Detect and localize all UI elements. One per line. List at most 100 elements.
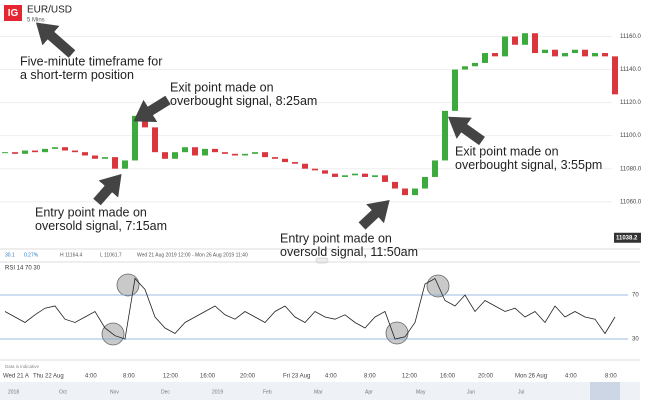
arrow — [35, 22, 76, 58]
candle — [272, 157, 278, 159]
annotation: oversold signal, 11:50am — [280, 245, 418, 259]
candle — [362, 173, 368, 177]
candle — [322, 170, 328, 174]
x-tick-label: 20:00 — [240, 374, 256, 380]
x-tick-label: Thu 22 Aug — [33, 374, 64, 380]
candle — [2, 152, 8, 154]
candle — [612, 56, 618, 95]
candle — [372, 175, 378, 177]
y-tick-label: 11060.0 — [620, 199, 642, 205]
x-tick-label: 4:00 — [565, 374, 577, 380]
y-tick-label: 11140.0 — [620, 67, 641, 73]
candle — [112, 157, 118, 169]
info-item: 30.1 — [5, 252, 15, 258]
candle — [142, 115, 148, 128]
last-price-box — [614, 232, 641, 243]
candle — [42, 148, 48, 153]
annotation: overbought signal, 8:25am — [170, 94, 317, 108]
candle — [92, 155, 98, 159]
navigator-label: Apr — [365, 389, 373, 395]
symbol: EUR/USD — [27, 5, 72, 16]
candle — [72, 150, 78, 153]
y-tick-label: 70 — [632, 293, 639, 299]
candle — [502, 36, 508, 57]
y-tick-label: 30 — [632, 337, 639, 343]
navigator-window — [590, 382, 620, 400]
chart-marks: 11160.0 11140.0 11120.0 11100.0 11080.0 11060… — [0, 33, 642, 395]
x-tick-label: 12:00 — [402, 374, 418, 380]
arrow — [358, 200, 390, 230]
disclaimer: Data is indicative — [5, 364, 40, 369]
candle — [342, 175, 348, 177]
navigator-label: Mar — [314, 389, 323, 395]
x-tick-label: Mon 26 Aug — [515, 374, 547, 380]
logo-box — [4, 5, 22, 21]
x-tick-label: 8:00 — [123, 374, 135, 380]
candle — [152, 127, 158, 153]
candle — [422, 176, 428, 189]
x-tick-label: Wed 21 A — [3, 374, 29, 380]
candle — [412, 188, 418, 196]
logo: IG — [8, 8, 19, 19]
candle — [242, 153, 248, 156]
indicator-title: RSI 14 70 30 — [5, 266, 41, 272]
rsi-line — [4, 277, 616, 340]
navigator-label: 2018 — [8, 389, 19, 395]
candle — [222, 152, 228, 154]
y-tick-label: 11080.0 — [620, 166, 642, 172]
candle — [292, 162, 298, 164]
candle — [32, 150, 38, 153]
candle — [212, 148, 218, 153]
annotation: Exit point made on — [455, 144, 559, 158]
candle — [22, 150, 28, 154]
candle — [182, 147, 188, 153]
candle — [12, 152, 18, 154]
x-tick-label: Fri 23 Aug — [283, 374, 310, 380]
candle — [532, 33, 538, 54]
info-item: Wed 21 Aug 2019 12:00 - Mon 26 Aug 2019 … — [137, 252, 248, 258]
annotation: Five-minute timeframe for — [20, 54, 162, 68]
navigator-label: Jun — [467, 389, 475, 395]
candle — [572, 49, 578, 54]
candle — [382, 175, 388, 182]
candle — [262, 152, 268, 158]
candle — [582, 49, 588, 57]
candle — [52, 147, 58, 149]
navigator-label: Dec — [161, 389, 170, 395]
annotation: a short-term position — [20, 68, 134, 82]
highlight-circle — [385, 321, 409, 345]
candle — [282, 158, 288, 163]
candle — [492, 53, 498, 57]
annotation: Exit point made on — [170, 80, 274, 94]
x-tick-label: 20:00 — [478, 374, 494, 380]
timeframe: 5 Mins — [27, 18, 45, 24]
navigator-label: Feb — [263, 389, 272, 395]
navigator-label: May — [416, 389, 426, 395]
candle — [542, 49, 548, 54]
arrows — [35, 22, 485, 230]
y-tick-label: 11160.0 — [620, 34, 641, 40]
y-tick-label: 11100.0 — [620, 133, 641, 139]
candle — [522, 33, 528, 45]
candle — [512, 36, 518, 45]
x-tick-label: 16:00 — [200, 374, 216, 380]
navigator-label: 2019 — [212, 389, 223, 395]
candle — [102, 157, 108, 159]
x-tick-label: 16:00 — [440, 374, 456, 380]
candle — [462, 66, 468, 70]
info-item: 0.27% — [24, 252, 39, 258]
info-item: L 11061.7 — [100, 252, 122, 258]
candle — [442, 110, 448, 161]
candle — [482, 53, 488, 63]
candle — [392, 181, 398, 189]
navigator-label: Oct — [59, 389, 67, 395]
candle — [452, 69, 458, 111]
candle — [592, 53, 598, 57]
candle — [232, 153, 238, 156]
candle — [252, 152, 258, 154]
annotation: oversold signal, 7:15am — [35, 219, 167, 233]
x-tick-label: 8:00 — [364, 374, 376, 380]
candle — [162, 152, 168, 159]
